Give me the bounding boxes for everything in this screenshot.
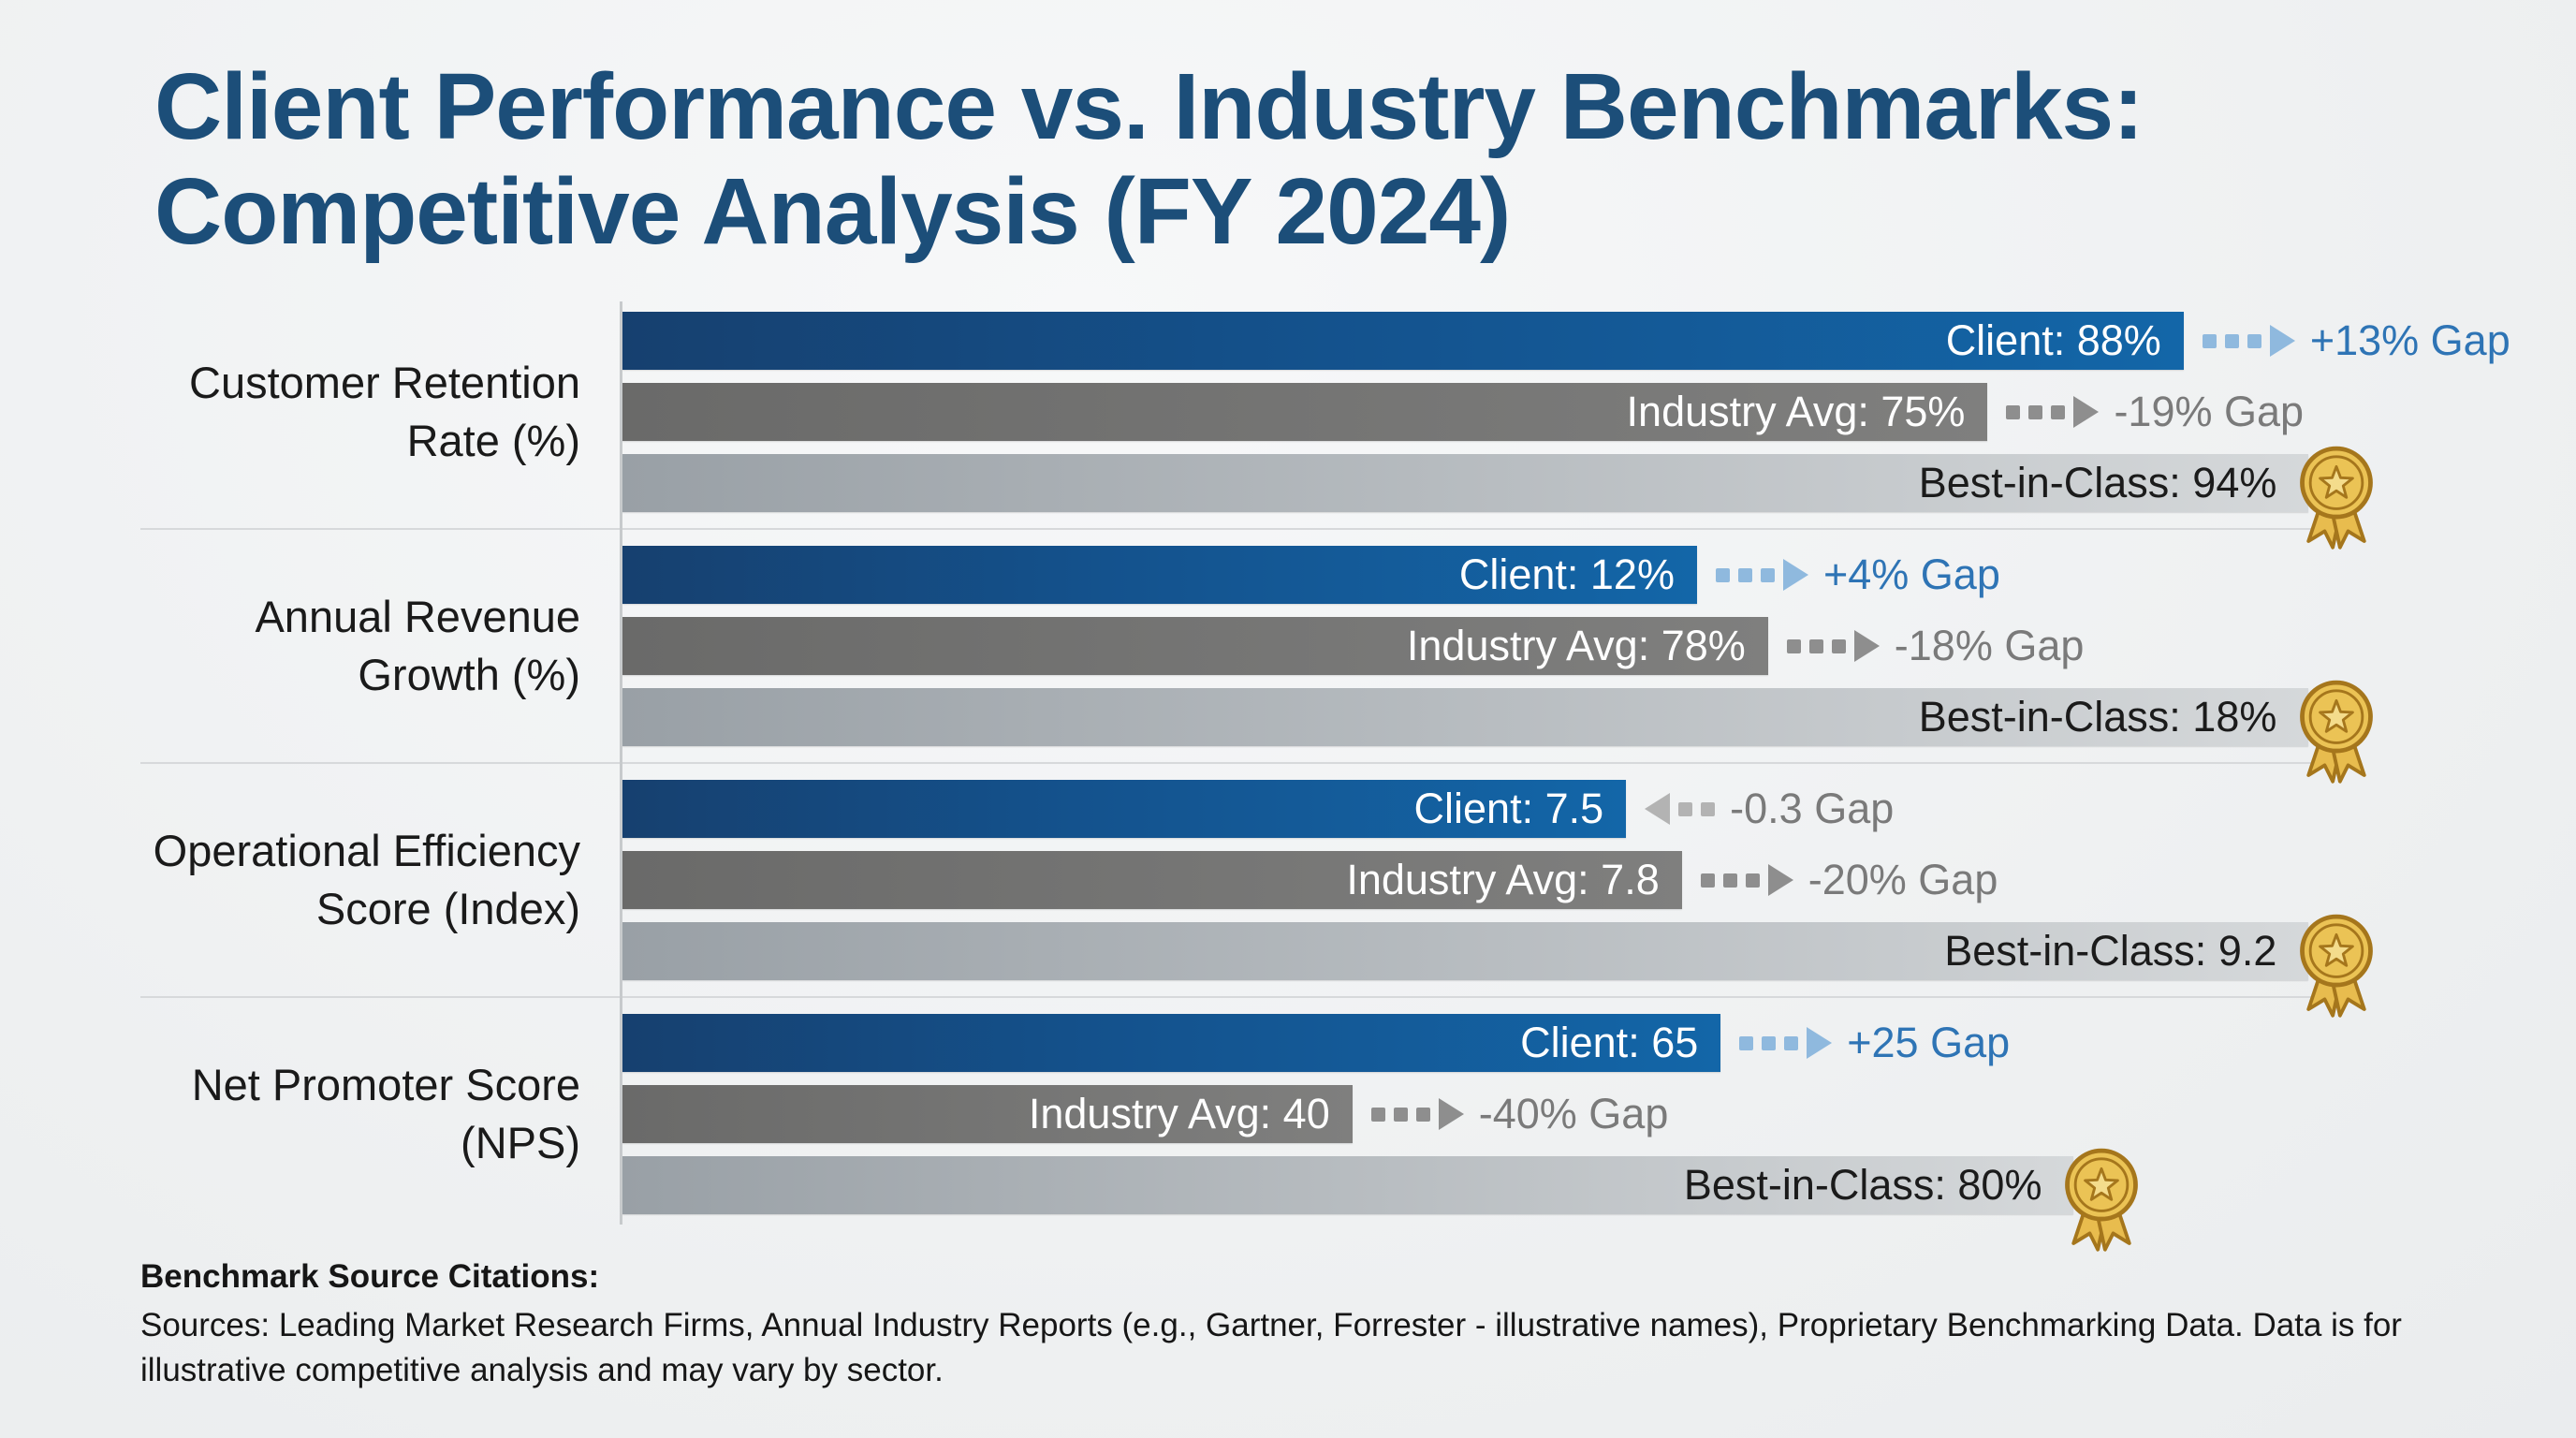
- page-title: Client Performance vs. Industry Benchmar…: [154, 54, 2144, 264]
- gap-annotation: -0.3 Gap: [1730, 785, 1895, 832]
- bar-value-label: Best-in-Class: 9.2: [1944, 927, 2277, 975]
- bar-value-label: Best-in-Class: 80%: [1683, 1161, 2042, 1209]
- bar-stack: Client: 88% +13% Gap Industry Avg: 75% -…: [622, 312, 2510, 550]
- bar-value-label: Client: 7.5: [1413, 785, 1604, 832]
- bar-row-client: Client: 7.5 -0.3 Gap: [622, 780, 2312, 838]
- dashed-arrow-right-icon: [2202, 325, 2295, 357]
- bar-row-best: Best-in-Class: 18%: [622, 680, 2374, 784]
- bar-stack: Client: 12% +4% Gap Industry Avg: 78% -1…: [622, 546, 2374, 784]
- bar-row-best: Best-in-Class: 9.2: [622, 914, 2374, 1018]
- bar-value-label: Industry Avg: 7.8: [1346, 856, 1660, 903]
- bar-value-label: Industry Avg: 40: [1028, 1090, 1330, 1137]
- gap-annotation: +4% Gap: [1822, 550, 2000, 598]
- bar-value-label: Client: 65: [1520, 1019, 1699, 1066]
- bar-stack: Client: 65 +25 Gap Industry Avg: 40 -40%…: [622, 1014, 2312, 1252]
- bar-row-client: Client: 88% +13% Gap: [622, 312, 2510, 370]
- bar-row-industry: Industry Avg: 7.8 -20% Gap: [622, 851, 2312, 909]
- bar-value-label: Industry Avg: 78%: [1406, 622, 1746, 669]
- bar-value-label: Client: 12%: [1458, 550, 1675, 598]
- bar-value-label: Industry Avg: 75%: [1626, 388, 1966, 435]
- dashed-arrow-right-icon: [1700, 864, 1793, 896]
- gap-annotation: -18% Gap: [1894, 622, 2085, 669]
- citations-text: Sources: Leading Market Research Firms, …: [140, 1307, 2402, 1389]
- bar-row-best: Best-in-Class: 94%: [622, 446, 2374, 550]
- bar-row-industry: Industry Avg: 40 -40% Gap: [622, 1085, 2312, 1143]
- award-medal-icon: [2065, 1148, 2139, 1252]
- metric-group-customer-retention: Customer Retention Rate (%) Client: 88% …: [140, 296, 2510, 550]
- gap-annotation: -20% Gap: [1808, 856, 1998, 903]
- industry-avg-bar: Industry Avg: 78%: [622, 617, 1768, 675]
- award-medal-icon: [2300, 680, 2374, 784]
- dashed-arrow-right-icon: [1715, 559, 1808, 591]
- bar-row-industry: Industry Avg: 78% -18% Gap: [622, 617, 2312, 675]
- bar-value-label: Best-in-Class: 94%: [1918, 459, 2277, 506]
- gap-annotation: -40% Gap: [1478, 1090, 1669, 1137]
- category-label: Operational Efficiency Score (Index): [153, 825, 580, 933]
- chart-axis-line: [620, 301, 622, 1225]
- category-label: Annual Revenue Growth (%): [255, 591, 580, 699]
- metric-group-nps: Net Promoter Score (NPS) Client: 65 +25 …: [140, 998, 2312, 1252]
- dashed-arrow-right-icon: [2006, 396, 2100, 428]
- dashed-arrow-left-icon: [1645, 793, 1716, 825]
- gap-annotation: +25 Gap: [1847, 1019, 2011, 1066]
- bar-row-client: Client: 65 +25 Gap: [622, 1014, 2312, 1072]
- gap-annotation: +13% Gap: [2309, 316, 2510, 364]
- dashed-arrow-right-icon: [1786, 630, 1880, 662]
- award-medal-icon: [2300, 914, 2374, 1018]
- benchmark-bar-chart: Customer Retention Rate (%) Client: 88% …: [140, 296, 2510, 1252]
- bar-stack: Client: 7.5 -0.3 Gap Industry Avg: 7.8 -…: [622, 780, 2374, 1018]
- best-in-class-bar: Best-in-Class: 9.2: [622, 922, 2309, 980]
- industry-avg-bar: Industry Avg: 7.8: [622, 851, 1682, 909]
- best-in-class-bar: Best-in-Class: 18%: [622, 688, 2309, 746]
- gap-annotation: -19% Gap: [2114, 388, 2305, 435]
- client-bar: Client: 88%: [622, 312, 2184, 370]
- award-medal-icon: [2300, 446, 2374, 550]
- citations-heading: Benchmark Source Citations:: [140, 1258, 600, 1295]
- dashed-arrow-right-icon: [1739, 1027, 1833, 1059]
- client-bar: Client: 65: [622, 1014, 1721, 1072]
- industry-avg-bar: Industry Avg: 75%: [622, 383, 1988, 441]
- bar-row-client: Client: 12% +4% Gap: [622, 546, 2312, 604]
- metric-group-operational-efficiency: Operational Efficiency Score (Index) Cli…: [140, 764, 2374, 1018]
- best-in-class-bar: Best-in-Class: 94%: [622, 454, 2309, 512]
- bar-value-label: Best-in-Class: 18%: [1918, 693, 2277, 741]
- category-label: Customer Retention Rate (%): [189, 357, 580, 465]
- bar-row-industry: Industry Avg: 75% -19% Gap: [622, 383, 2312, 441]
- bar-value-label: Client: 88%: [1945, 316, 2161, 364]
- metric-group-revenue-growth: Annual Revenue Growth (%) Client: 12% +4…: [140, 530, 2374, 784]
- best-in-class-bar: Best-in-Class: 80%: [622, 1156, 2074, 1214]
- bar-row-best: Best-in-Class: 80%: [622, 1148, 2312, 1252]
- category-label: Net Promoter Score (NPS): [191, 1059, 580, 1167]
- source-citations: Benchmark Source Citations: Sources: Lea…: [140, 1258, 2436, 1394]
- client-bar: Client: 7.5: [622, 780, 1627, 838]
- industry-avg-bar: Industry Avg: 40: [622, 1085, 1353, 1143]
- dashed-arrow-right-icon: [1370, 1098, 1464, 1130]
- client-bar: Client: 12%: [622, 546, 1697, 604]
